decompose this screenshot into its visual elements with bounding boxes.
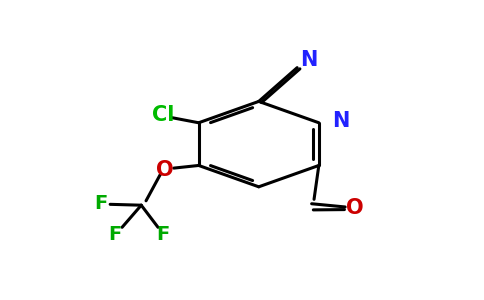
Text: F: F <box>156 225 169 244</box>
Text: F: F <box>94 194 107 213</box>
Text: O: O <box>156 160 174 180</box>
Text: N: N <box>301 50 318 70</box>
Text: N: N <box>332 111 349 131</box>
Text: Cl: Cl <box>151 105 174 125</box>
Text: F: F <box>108 225 121 244</box>
Text: O: O <box>346 198 363 218</box>
